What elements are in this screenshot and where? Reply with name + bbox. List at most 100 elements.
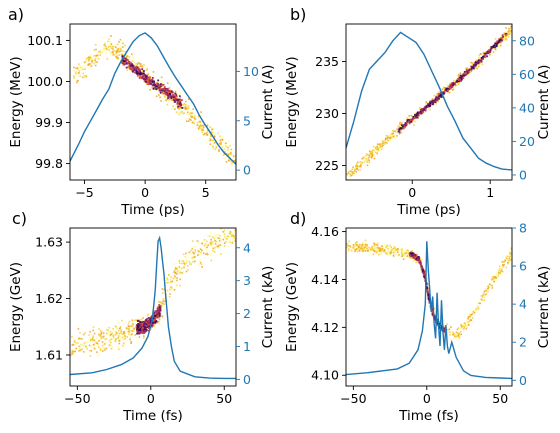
density-point — [223, 233, 226, 235]
density-point — [115, 328, 118, 330]
density-point — [116, 332, 118, 334]
density-point — [106, 332, 108, 335]
density-point — [107, 47, 110, 50]
density-point — [495, 277, 498, 279]
density-point — [216, 245, 218, 248]
density-point — [400, 251, 403, 254]
density-point — [401, 122, 403, 124]
density-core-point — [159, 309, 162, 311]
density-point — [71, 344, 74, 346]
density-core-point — [148, 319, 150, 322]
density-point — [175, 262, 177, 265]
density-point — [130, 334, 132, 336]
density-point — [82, 72, 85, 75]
density-point — [497, 269, 499, 272]
density-core-point — [147, 329, 149, 332]
y-tick: 99.8 — [35, 156, 70, 171]
density-point — [86, 347, 88, 350]
density-point — [206, 124, 209, 127]
density-core-point — [415, 258, 418, 260]
density-point — [372, 149, 374, 152]
density-core-point — [398, 131, 401, 134]
density-point — [177, 265, 179, 268]
density-point — [183, 107, 185, 109]
density-point — [203, 130, 205, 132]
y-axis-label: Energy (GeV) — [284, 262, 300, 352]
density-point — [94, 58, 97, 60]
density-point — [75, 347, 77, 350]
density-point — [360, 248, 363, 251]
density-core-point — [466, 69, 468, 72]
density-core-point — [449, 85, 452, 88]
density-point — [88, 58, 90, 61]
density-point — [103, 44, 105, 46]
density-core-point — [412, 117, 415, 120]
density-point — [493, 280, 495, 283]
density-point — [475, 59, 478, 62]
density-point — [215, 234, 217, 237]
density-point — [410, 117, 412, 120]
density-point — [478, 63, 480, 65]
density-point — [132, 55, 134, 58]
density-point — [379, 144, 381, 146]
density-point — [224, 151, 226, 153]
density-point — [375, 147, 377, 150]
density-point — [205, 243, 208, 246]
density-point — [188, 118, 191, 120]
density-point — [203, 133, 206, 136]
density-point — [118, 339, 121, 342]
density-point — [83, 61, 86, 64]
density-point — [81, 348, 83, 350]
density-point — [428, 303, 430, 306]
density-point — [499, 273, 502, 275]
density-core-point — [499, 41, 502, 44]
density-point — [93, 339, 96, 342]
density-point — [128, 337, 131, 339]
density-point — [472, 317, 474, 319]
density-point — [118, 332, 120, 335]
density-point — [191, 114, 193, 116]
density-point — [452, 334, 454, 336]
phase-space-density — [72, 35, 236, 166]
density-core-point — [413, 254, 416, 257]
density-point — [398, 133, 401, 135]
density-core-point — [150, 325, 153, 328]
density-point — [400, 126, 403, 128]
density-point — [176, 277, 178, 279]
density-point — [508, 255, 511, 258]
density-point — [196, 124, 199, 126]
density-point — [225, 145, 227, 148]
plot-area — [70, 228, 236, 380]
density-core-point — [147, 82, 150, 85]
density-point — [102, 333, 105, 336]
density-point — [459, 325, 461, 328]
density-core-point — [413, 256, 416, 259]
density-point — [143, 337, 145, 339]
density-point — [109, 340, 112, 342]
density-point — [111, 346, 114, 348]
density-point — [348, 243, 350, 245]
density-point — [462, 324, 464, 326]
density-point — [394, 253, 397, 256]
density-core-point — [144, 328, 147, 331]
density-point — [452, 88, 455, 91]
density-point — [505, 266, 508, 269]
density-core-point — [121, 61, 123, 63]
density-point — [163, 303, 165, 305]
density-core-point — [159, 83, 162, 86]
density-core-point — [147, 322, 150, 325]
density-point — [382, 144, 384, 146]
density-point — [110, 43, 113, 45]
density-point — [374, 151, 377, 154]
density-point — [367, 250, 369, 252]
density-core-point — [486, 55, 488, 58]
density-point — [354, 250, 356, 253]
density-point — [508, 258, 511, 260]
density-core-point — [162, 83, 165, 86]
density-point — [183, 255, 185, 258]
density-core-point — [142, 72, 145, 75]
density-point — [192, 112, 195, 115]
density-point — [179, 284, 181, 287]
density-point — [368, 247, 371, 249]
